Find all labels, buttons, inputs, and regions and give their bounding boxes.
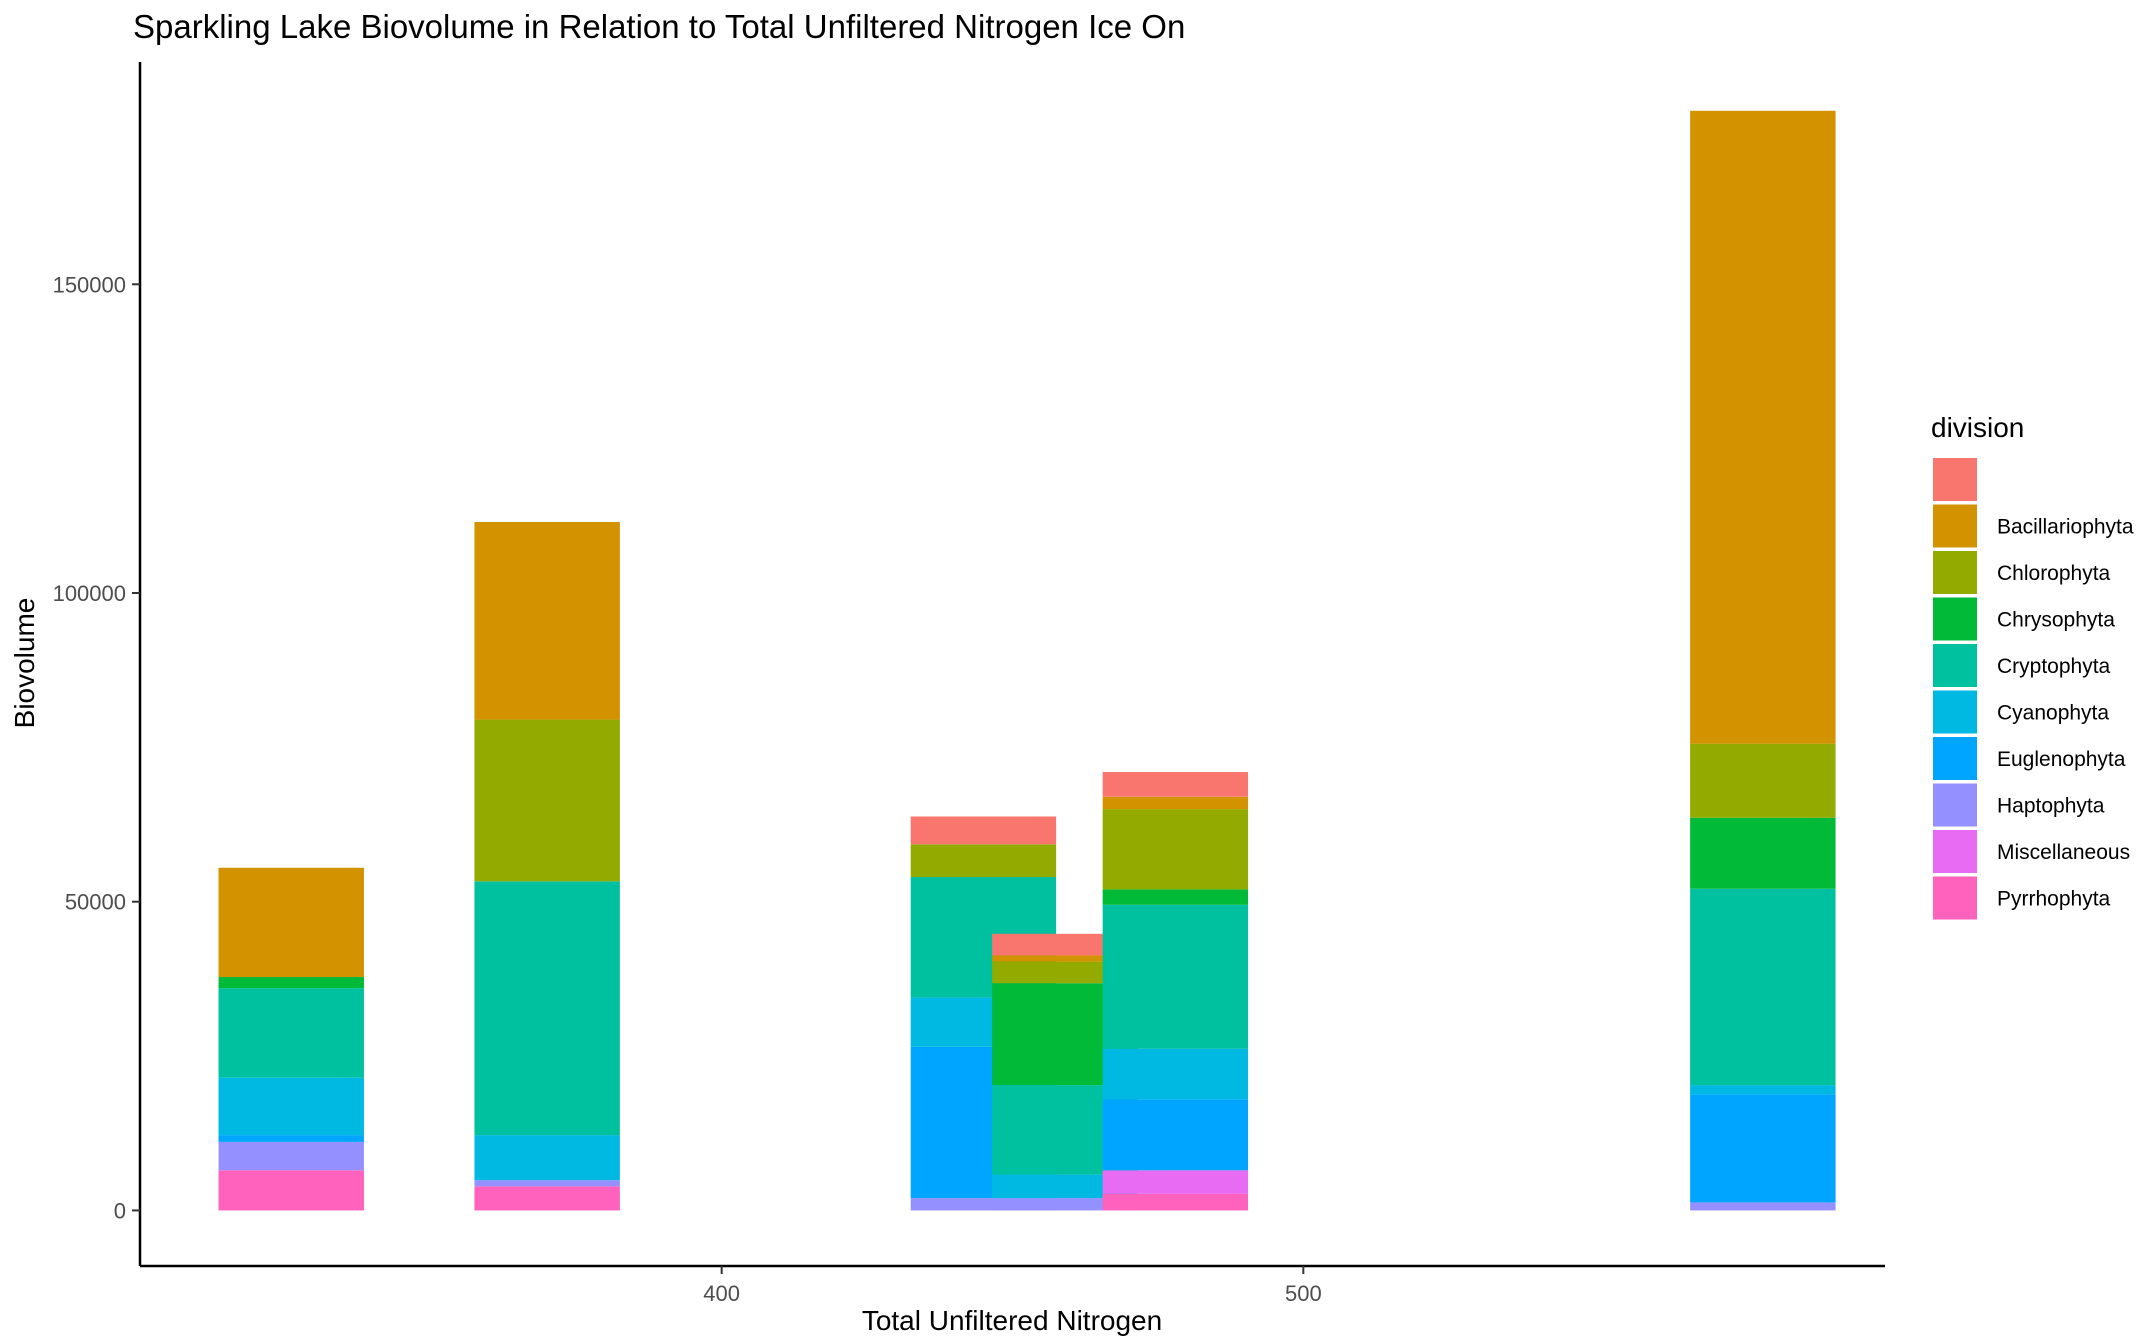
x-tick-label: 400 [703, 1281, 740, 1306]
bar-segment-bacillariophyta-4 [1102, 796, 1249, 810]
bar-segment-pyrrhophyta-4 [1102, 1193, 1249, 1211]
legend-swatch-chrysophyta [1933, 597, 1977, 641]
legend-label-bacillariophyta: Bacillariophyta [1997, 516, 2134, 539]
y-tick-label: 150000 [53, 272, 126, 297]
legend-swatch-chlorophyta [1933, 551, 1977, 594]
legend-swatch-cryptophyta [1933, 644, 1977, 687]
legend-label-cyanophyta: Cyanophyta [1997, 702, 2109, 725]
bar-segment-unlabeled-4 [1102, 772, 1249, 797]
bar-segment-unlabeled-2 [910, 816, 1057, 845]
bar-segment-chlorophyta-1 [474, 719, 620, 882]
bar-segment-unlabeled-3 [992, 933, 1138, 956]
legend-label-cryptophyta: Cryptophyta [1997, 655, 2111, 678]
legend-swatch-euglenophyta [1933, 737, 1977, 780]
bar-segment-bacillariophyta-0 [218, 867, 364, 978]
legend-swatch-cyanophyta [1933, 690, 1977, 734]
bar-segment-haptophyta-5 [1690, 1202, 1836, 1211]
bar-segment-miscellaneous-4 [1102, 1170, 1249, 1194]
bar-segment-chlorophyta-2 [910, 844, 1057, 878]
legend-swatch-haptophyta [1933, 783, 1977, 827]
legend-label-miscellaneous: Miscellaneous [1997, 841, 2130, 864]
y-tick-label: 0 [114, 1198, 126, 1223]
bar-segment-haptophyta-3 [992, 1198, 1138, 1211]
bar-segment-chrysophyta-0 [218, 977, 364, 989]
bar-segment-bacillariophyta-5 [1690, 110, 1836, 744]
bar-segment-cryptophyta-0 [218, 988, 364, 1078]
bar-segment-haptophyta-0 [218, 1141, 364, 1171]
y-axis-title: Biovolume [9, 598, 40, 729]
chart-title: Sparkling Lake Biovolume in Relation to … [133, 8, 1185, 45]
bar-segment-euglenophyta-4 [1102, 1099, 1249, 1171]
bar-segment-cryptophyta-5 [1690, 888, 1836, 1086]
legend-swatch-unlabeled [1933, 458, 1977, 501]
bar-segment-chlorophyta-3 [992, 961, 1138, 984]
x-axis-ticks: 400 500 [703, 1266, 1322, 1306]
bar-segment-cyanophyta-4 [1102, 1048, 1249, 1100]
legend-label-euglenophyta: Euglenophyta [1997, 748, 2126, 771]
bar-segment-haptophyta-1 [474, 1180, 620, 1187]
bar-segment-euglenophyta-5 [1690, 1094, 1836, 1203]
bar-segment-chrysophyta-4 [1102, 889, 1249, 905]
bar-segment-euglenophyta-0 [218, 1135, 364, 1142]
bar-segment-cyanophyta-3 [992, 1174, 1138, 1199]
bar-segment-cyanophyta-0 [218, 1077, 364, 1136]
bar-segment-bacillariophyta-1 [474, 521, 620, 720]
x-axis-title: Total Unfiltered Nitrogen [862, 1305, 1162, 1336]
x-tick-label: 500 [1285, 1281, 1322, 1306]
legend-swatch-pyrrhophyta [1933, 876, 1977, 920]
legend: division Bacillariophyta Chlorophyta Chrys… [1931, 412, 2134, 920]
bar-segment-cyanophyta-5 [1690, 1085, 1836, 1095]
bar-segment-cyanophyta-1 [474, 1135, 620, 1181]
y-tick-label: 50000 [65, 890, 126, 915]
legend-swatch-bacillariophyta [1933, 504, 1977, 548]
legend-label-chrysophyta: Chrysophyta [1997, 609, 2115, 632]
bar-segment-chrysophyta-5 [1690, 817, 1836, 889]
y-axis-ticks: 0 50000 100000 150000 [53, 272, 140, 1223]
legend-label-haptophyta: Haptophyta [1997, 795, 2105, 818]
bar-segment-cryptophyta-1 [474, 881, 620, 1136]
bar-segment-chlorophyta-4 [1102, 809, 1249, 890]
legend-swatch-miscellaneous [1933, 830, 1977, 873]
y-tick-label: 100000 [53, 581, 126, 606]
bar-segment-cryptophyta-4 [1102, 904, 1249, 1049]
bar-layer [218, 110, 1836, 1211]
bar-segment-bacillariophyta-3 [992, 955, 1138, 962]
bar-segment-chlorophyta-5 [1690, 743, 1836, 818]
legend-label-pyrrhophyta: Pyrrhophyta [1997, 888, 2111, 911]
bar-segment-pyrrhophyta-1 [474, 1186, 620, 1211]
bar-segment-pyrrhophyta-0 [218, 1170, 364, 1211]
legend-title: division [1931, 412, 2024, 443]
legend-label-chlorophyta: Chlorophyta [1997, 562, 2111, 585]
